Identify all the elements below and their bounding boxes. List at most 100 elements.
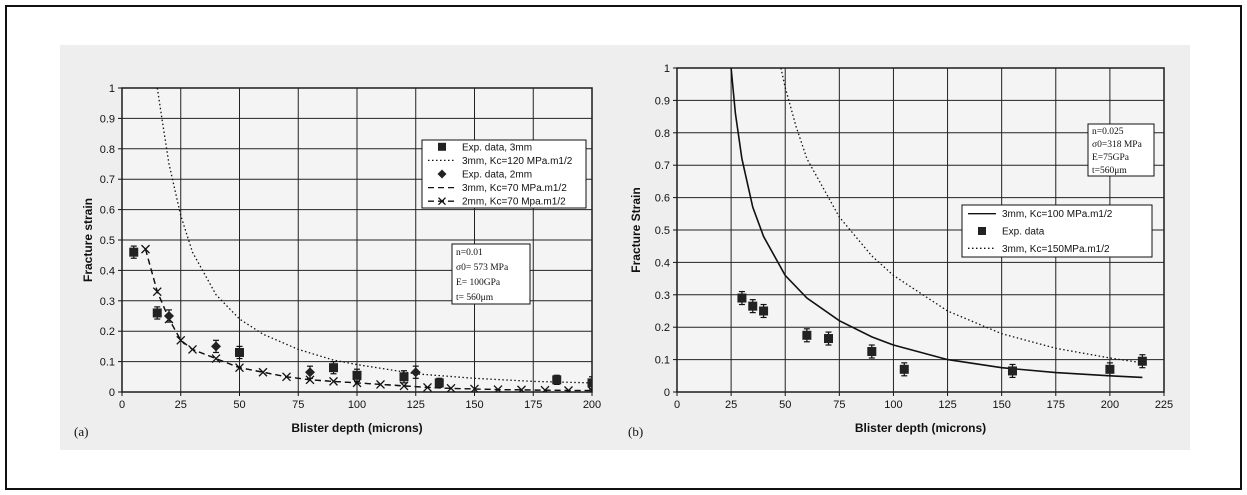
x-tick-label: 50 bbox=[779, 399, 791, 411]
x-tick-label: 25 bbox=[725, 399, 737, 411]
annotation-box bbox=[451, 243, 531, 305]
outer-border bbox=[5, 5, 1242, 490]
y-tick-label: 0.2 bbox=[100, 326, 115, 338]
y-tick-label: 1 bbox=[664, 63, 670, 75]
x-tick-label: 150 bbox=[465, 399, 483, 411]
square-marker-point bbox=[802, 330, 812, 340]
x-marker-point bbox=[176, 335, 186, 345]
square-marker-point bbox=[399, 372, 409, 382]
x-tick-label: 100 bbox=[348, 399, 366, 411]
square-marker-point bbox=[1105, 364, 1115, 374]
square-marker-point bbox=[748, 301, 758, 311]
y-axis-label: Fracture Strain bbox=[629, 187, 643, 272]
x-marker-point bbox=[329, 376, 338, 386]
y-tick-label: 0.7 bbox=[100, 174, 115, 186]
x-marker-point bbox=[282, 372, 291, 382]
x-marker-point bbox=[152, 287, 162, 297]
square-marker-point bbox=[899, 364, 909, 374]
annotation-line: n=0.025 bbox=[1092, 127, 1124, 137]
y-tick-label: 0.5 bbox=[655, 225, 670, 237]
legend-entry: Exp. data, 3mm bbox=[462, 142, 532, 153]
chart-b: 0 25 50 75 100 125 150 175 200 225 0 0.1 0.2 0.3 0.4 0.… bbox=[628, 63, 1173, 439]
square-marker-point bbox=[434, 378, 444, 388]
x-marker-point bbox=[305, 375, 315, 385]
x-marker-point bbox=[446, 383, 456, 392]
y-tick-label: 0.8 bbox=[655, 128, 670, 140]
x-marker-point bbox=[141, 244, 150, 254]
x-tick-label: 75 bbox=[292, 399, 304, 411]
annotation-line: E=75GPa bbox=[1092, 153, 1130, 163]
annotation-line: σ0= 573 MPa bbox=[456, 263, 509, 273]
square-marker-point bbox=[352, 370, 362, 380]
x-marker-point bbox=[493, 385, 503, 392]
x-marker-point bbox=[587, 386, 592, 392]
legend-entry: 2mm, Kc=70 Mpa.m1/2 bbox=[462, 197, 566, 208]
x-marker-point bbox=[258, 367, 268, 377]
x-tick-label: 200 bbox=[583, 399, 601, 411]
y-tick-label: 0.7 bbox=[655, 160, 670, 172]
square-marker-point bbox=[329, 363, 338, 373]
chart-a: 0 25 50 75 100 125 150 175 200 0 0.1 0.2 0.3 0.4 0.5 0.… bbox=[74, 83, 601, 439]
y-tick-label: 0.1 bbox=[100, 357, 115, 369]
x-tick-label: 150 bbox=[992, 399, 1010, 411]
annotation-line: E= 100GPa bbox=[456, 278, 501, 288]
x-tick-label: 125 bbox=[407, 399, 425, 411]
x-tick-label: 100 bbox=[884, 399, 902, 411]
x-tick-label: 225 bbox=[1155, 399, 1173, 411]
legend-entry: Exp. data bbox=[1002, 227, 1045, 238]
x-marker-point bbox=[188, 344, 197, 354]
x-marker-point bbox=[517, 385, 526, 392]
legend-diamond-marker bbox=[437, 169, 447, 179]
diamond-marker-point bbox=[305, 367, 315, 378]
x-marker-point bbox=[211, 354, 221, 364]
y-tick-label: 1 bbox=[109, 83, 115, 95]
square-marker-point bbox=[867, 347, 877, 356]
y-tick-label: 0.5 bbox=[100, 235, 115, 247]
panel-label: (a) bbox=[74, 424, 88, 439]
x-marker-point bbox=[564, 386, 573, 392]
square-marker-point bbox=[824, 334, 834, 344]
x-marker-point bbox=[352, 378, 362, 388]
x-marker-point bbox=[540, 385, 550, 392]
plot-layer bbox=[730, 68, 1147, 379]
x-marker-point bbox=[423, 382, 432, 392]
x-tick-label: 200 bbox=[1101, 399, 1119, 411]
square-marker-point bbox=[587, 378, 592, 388]
y-tick-label: 0.4 bbox=[100, 265, 115, 277]
annotation-line: t=560μm bbox=[1092, 166, 1127, 176]
y-tick-label: 0.1 bbox=[655, 355, 670, 367]
y-tick-label: 0.6 bbox=[655, 193, 670, 205]
y-tick-label: 0.2 bbox=[655, 322, 670, 334]
y-tick-label: 0.3 bbox=[100, 296, 115, 308]
x-axis-label: Blister depth (microns) bbox=[291, 421, 422, 435]
parameter-annotation: n=0.025 σ0=318 MPa E=75GPa t=560μm bbox=[1087, 123, 1155, 177]
x-marker-point bbox=[235, 363, 244, 373]
plot-layer bbox=[129, 88, 592, 392]
legend-entry: 3mm, Kc=70 MPa.m1/2 bbox=[462, 183, 567, 194]
x-marker-point bbox=[376, 379, 385, 389]
legend: Exp. data, 3mm 3mm, Kc=120 MPa.m1/2 Exp. d… bbox=[421, 139, 587, 209]
y-tick-label: 0.9 bbox=[655, 95, 670, 107]
series-line-0 bbox=[730, 68, 1143, 379]
y-tick-label: 0.8 bbox=[100, 144, 115, 156]
x-tick-label: 25 bbox=[175, 399, 187, 411]
x-tick-label: 175 bbox=[524, 399, 542, 411]
x-tick-label: 75 bbox=[833, 399, 845, 411]
square-marker-point bbox=[129, 247, 139, 257]
diamond-marker-point bbox=[211, 341, 221, 352]
series-line-4 bbox=[144, 248, 592, 392]
y-tick-label: 0 bbox=[109, 387, 115, 399]
panel-label: (b) bbox=[628, 424, 643, 439]
y-tick-label: 0.6 bbox=[100, 205, 115, 217]
square-marker-point bbox=[737, 293, 747, 303]
annotation-line: t= 560μm bbox=[456, 293, 494, 303]
diamond-marker-point bbox=[164, 311, 174, 321]
legend-square-marker bbox=[438, 142, 446, 151]
annotation-line: n=0.01 bbox=[456, 248, 483, 258]
square-marker-point bbox=[1137, 356, 1147, 366]
square-marker-point bbox=[552, 375, 562, 385]
x-tick-label: 0 bbox=[674, 399, 680, 411]
legend-entry: 3mm, Kc=100 MPa.m1/2 bbox=[1002, 209, 1113, 220]
series-line-1 bbox=[156, 88, 592, 384]
